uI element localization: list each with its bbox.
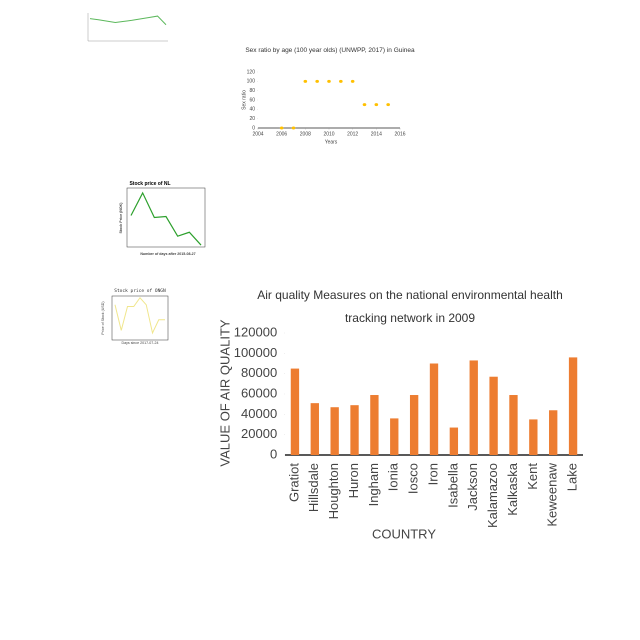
x-tick-label: Isabella bbox=[445, 462, 460, 508]
x-tick-label: Kalkaska bbox=[505, 462, 520, 516]
y-axis-label: Price of Stock (USD) bbox=[101, 301, 105, 334]
plot-frame bbox=[126, 187, 206, 248]
point bbox=[386, 103, 390, 107]
bar bbox=[370, 395, 379, 455]
plot-frame bbox=[111, 295, 169, 341]
bar bbox=[469, 360, 478, 455]
bar bbox=[429, 363, 439, 455]
x-axis-label: Days since 2017-07-24 bbox=[122, 341, 159, 345]
x-tick-label: 2010 bbox=[323, 131, 334, 137]
y-tick-label: 60000 bbox=[241, 385, 277, 400]
line bbox=[130, 191, 202, 246]
y-tick-label: 20000 bbox=[241, 426, 277, 441]
y-tick-label: 80000 bbox=[241, 365, 277, 380]
y-tick-label: 120000 bbox=[234, 324, 277, 339]
point bbox=[362, 103, 367, 107]
x-axis-label: Number of days after 2015-08-27 bbox=[140, 252, 195, 256]
point bbox=[339, 79, 343, 83]
point bbox=[279, 126, 284, 130]
bar bbox=[568, 357, 578, 455]
bar bbox=[549, 410, 558, 455]
y-tick-label: 80 bbox=[249, 88, 255, 94]
y-axis-label: VALUE OF AIR QUALITY bbox=[217, 319, 232, 466]
x-tick-label: Huron bbox=[346, 463, 361, 498]
bar bbox=[390, 418, 399, 455]
bar bbox=[409, 395, 419, 455]
bar bbox=[509, 395, 518, 455]
x-tick-label: Gratiot bbox=[286, 463, 301, 502]
point bbox=[315, 79, 319, 83]
x-tick-label: Hillsdale bbox=[306, 463, 321, 512]
bar bbox=[330, 407, 339, 455]
chart-title: Sex ratio by age (100 year olds) (UNWPP,… bbox=[245, 47, 415, 54]
y-tick-label: 40 bbox=[249, 107, 255, 113]
x-tick-label: 2006 bbox=[276, 131, 287, 137]
y-axis-label: Sex ratio bbox=[241, 90, 247, 110]
x-tick-label: Keweenaw bbox=[545, 462, 560, 526]
point bbox=[374, 103, 379, 107]
point bbox=[350, 79, 355, 83]
point bbox=[303, 79, 308, 83]
bar bbox=[449, 427, 459, 455]
bar bbox=[310, 403, 319, 455]
x-tick-label: 2016 bbox=[394, 131, 405, 137]
x-tick-label: Iron bbox=[425, 463, 440, 485]
x-tick-label: Iosco bbox=[406, 463, 421, 494]
x-tick-label: 2008 bbox=[300, 131, 311, 137]
x-axis-label: Years bbox=[325, 139, 338, 145]
y-axis-label: Stock Price (NOK) bbox=[119, 202, 123, 234]
y-tick-label: 60 bbox=[249, 97, 255, 103]
y-tick-label: 100 bbox=[247, 79, 256, 85]
y-tick-label: 20 bbox=[249, 116, 255, 122]
x-tick-label: 2014 bbox=[371, 131, 382, 137]
y-tick-label: 120 bbox=[247, 69, 256, 75]
axes bbox=[87, 13, 168, 42]
line bbox=[89, 15, 167, 26]
x-tick-label: 2012 bbox=[347, 131, 358, 137]
x-tick-label: 2004 bbox=[252, 131, 263, 137]
x-tick-label: Lake bbox=[565, 463, 580, 491]
y-tick-label: 0 bbox=[252, 125, 255, 131]
bar bbox=[290, 368, 300, 455]
y-tick-label: 100000 bbox=[234, 345, 277, 360]
x-tick-label: Kalamazoo bbox=[485, 463, 500, 528]
bar bbox=[529, 419, 538, 455]
chart-title: Air quality Measures on the national env… bbox=[257, 288, 563, 325]
line bbox=[114, 296, 165, 335]
bar bbox=[489, 376, 498, 455]
point bbox=[327, 79, 331, 83]
x-tick-label: Ionia bbox=[386, 462, 401, 491]
point bbox=[291, 126, 296, 130]
chart-title: Stock price of NL bbox=[129, 181, 171, 187]
x-axis-label: COUNTRY bbox=[372, 526, 436, 541]
x-tick-label: Ingham bbox=[366, 463, 381, 506]
x-tick-label: Houghton bbox=[326, 463, 341, 519]
x-tick-label: Kent bbox=[525, 463, 540, 490]
x-tick-label: Jackson bbox=[465, 463, 480, 511]
bar bbox=[350, 405, 359, 455]
y-tick-label: 0 bbox=[270, 446, 277, 461]
chart-title: Stock price of ONGN bbox=[114, 289, 166, 294]
y-tick-label: 40000 bbox=[241, 406, 277, 421]
